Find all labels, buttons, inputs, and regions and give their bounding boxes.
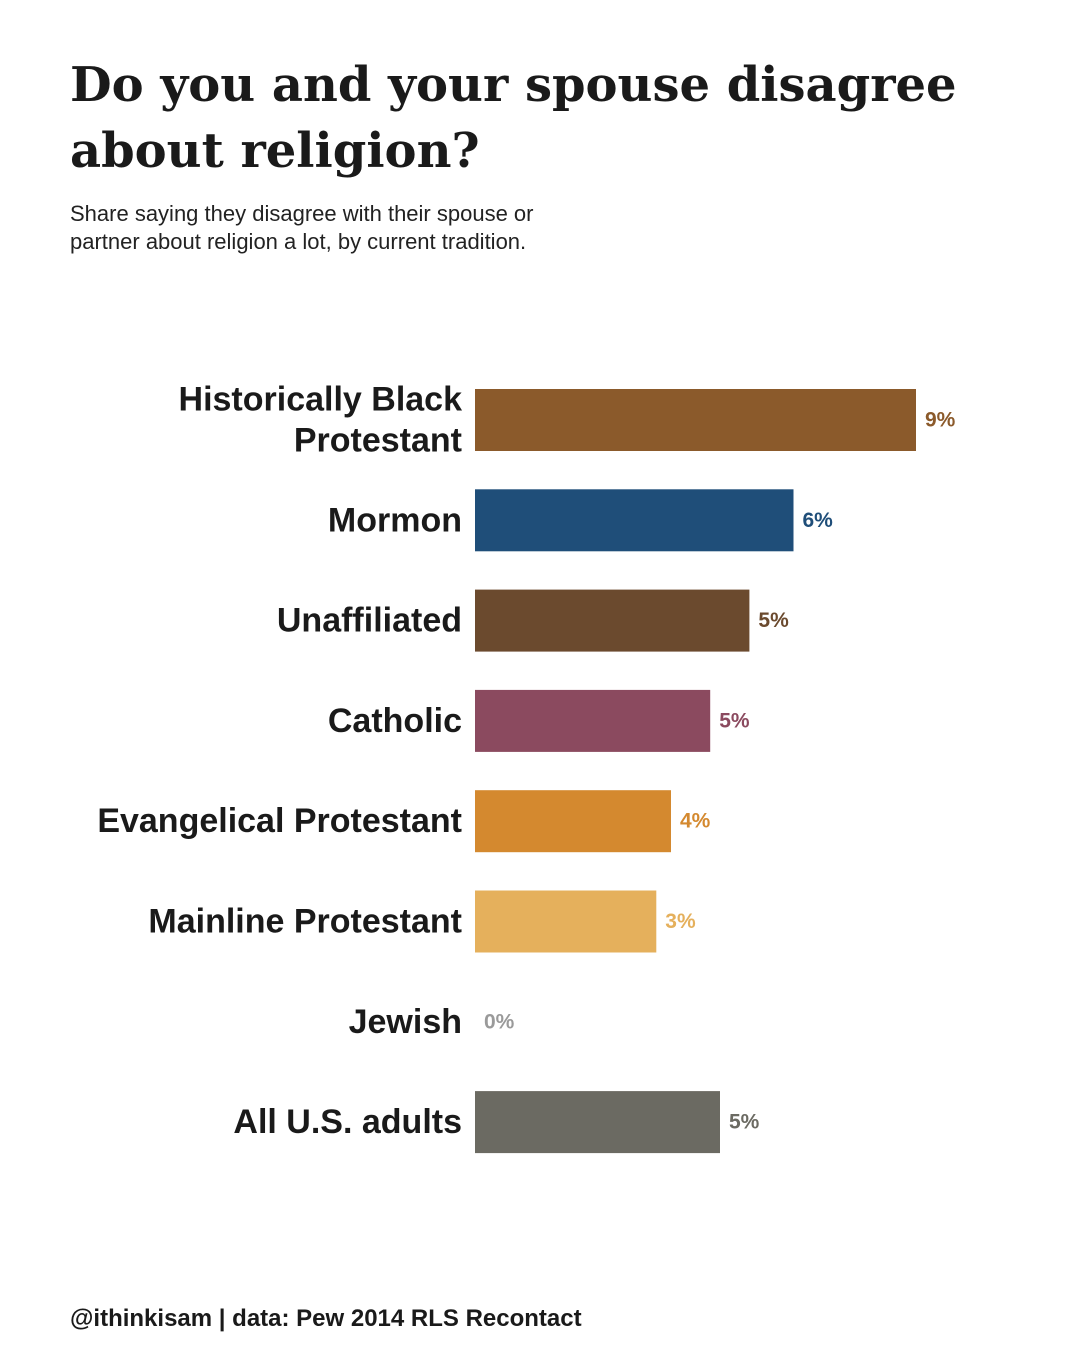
bar-5 (475, 890, 657, 953)
value-label-4: 4% (680, 810, 711, 833)
value-label-3: 5% (719, 709, 750, 732)
category-label-0: Historically Black Protestant (179, 381, 463, 460)
bar-7 (475, 1091, 720, 1154)
bar-3 (475, 689, 711, 752)
bar-4 (475, 790, 671, 853)
bar-1 (475, 489, 794, 552)
category-label-7: All U.S. adults (233, 1103, 462, 1141)
category-label-line: Mormon (328, 501, 462, 539)
category-label-line: Jewish (349, 1003, 462, 1041)
value-label-7: 5% (729, 1111, 760, 1134)
category-label-1: Mormon (328, 501, 462, 539)
chart-title: Do you and your spouse disagree about re… (70, 57, 957, 179)
value-label-6: 0% (484, 1010, 515, 1033)
value-label-1: 6% (803, 509, 834, 532)
category-label-2: Unaffiliated (277, 602, 462, 640)
category-label-line: Catholic (328, 702, 462, 740)
category-label-6: Jewish (349, 1003, 462, 1041)
category-label-line: Unaffiliated (277, 602, 462, 640)
category-label-3: Catholic (328, 702, 462, 740)
chart-subtitle: Share saying they disagree with their sp… (70, 201, 534, 254)
category-label-line: Protestant (294, 422, 462, 460)
category-label-5: Mainline Protestant (148, 903, 462, 941)
category-label-line: Historically Black (179, 381, 463, 419)
value-label-0: 9% (925, 409, 956, 432)
source-credit: @ithinkisam | data: Pew 2014 RLS Reconta… (70, 1305, 582, 1332)
category-label-line: All U.S. adults (233, 1103, 462, 1141)
category-label-4: Evangelical Protestant (97, 802, 462, 840)
bar-0 (475, 389, 916, 451)
category-label-line: Mainline Protestant (148, 903, 462, 941)
value-label-2: 5% (758, 609, 789, 632)
category-label-line: Evangelical Protestant (97, 802, 462, 840)
bar-2 (475, 589, 750, 652)
value-label-5: 3% (665, 910, 696, 933)
bar-chart: 9% Historically Black Protestant 6% Mormon 5%… (97, 381, 956, 1154)
